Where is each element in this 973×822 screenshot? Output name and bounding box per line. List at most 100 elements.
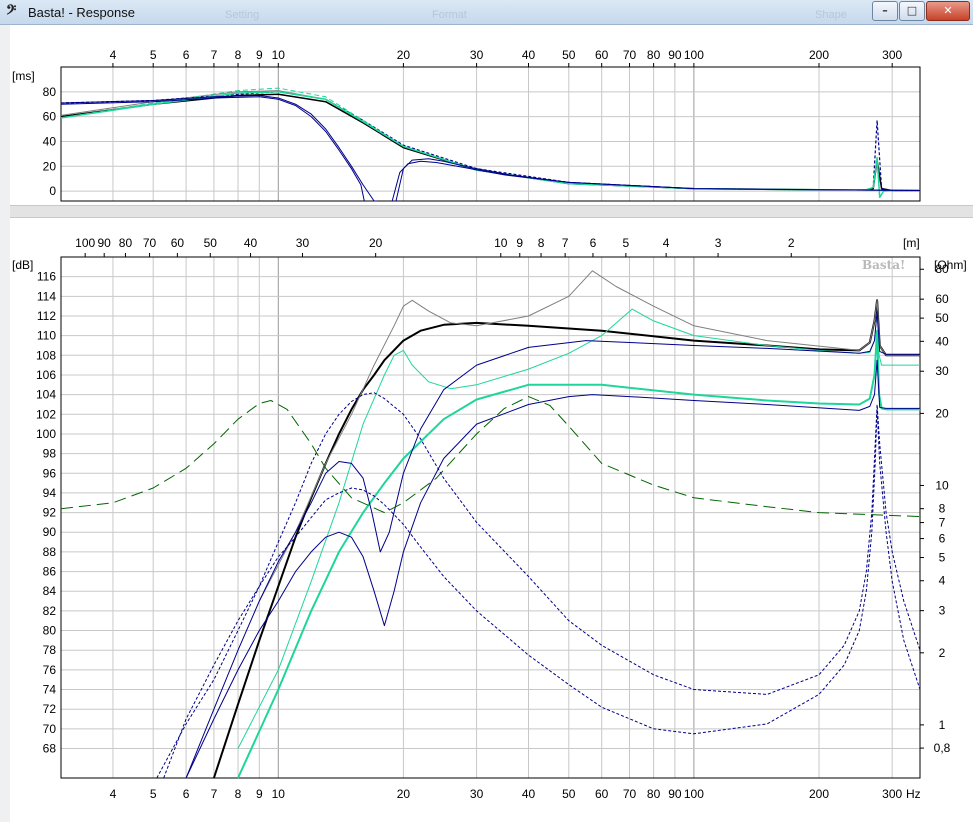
series-line-7: [163, 408, 921, 779]
maximize-button[interactable]: □: [899, 1, 925, 21]
impedance-tick-label: 5: [939, 551, 946, 565]
distance-tick-label: 80: [119, 236, 133, 250]
x-tick-label: 300: [882, 787, 902, 801]
distance-tick-label: 4: [663, 236, 670, 250]
y-tick-label: 96: [43, 466, 57, 480]
group-delay-plot-frame: [60, 66, 921, 202]
x-tick-label: 4: [110, 787, 117, 801]
distance-tick-label: 9: [516, 236, 523, 250]
series-line-5: [60, 87, 921, 191]
y-tick-label: 0: [49, 184, 56, 198]
x-tick-label: 200: [809, 787, 829, 801]
x-tick-label: 80: [647, 787, 661, 801]
y-tick-label: 114: [37, 289, 56, 303]
distance-tick-label: 6: [590, 236, 597, 250]
y-tick-label: 98: [43, 447, 57, 461]
x-tick-label: 8: [235, 48, 242, 62]
x-tick-label: 90: [668, 48, 682, 62]
series-line-6: [60, 95, 378, 202]
close-icon: ✕: [943, 4, 953, 17]
impedance-tick-label: 6: [939, 532, 946, 546]
y-tick-label: 76: [43, 663, 57, 677]
group-delay-series: [60, 87, 921, 202]
impedance-tick-label: 40: [935, 334, 949, 348]
x-tick-label: 300: [882, 48, 902, 62]
y-tick-label: 72: [43, 702, 57, 716]
series-line-4: [60, 91, 920, 199]
x-tick-label: 8: [235, 787, 242, 801]
background-label-setting: Setting: [225, 9, 260, 21]
impedance-tick-label: 0,8: [934, 741, 951, 755]
distance-tick-label: 40: [244, 236, 258, 250]
distance-tick-label: 10: [494, 236, 508, 250]
y-tick-label: 82: [43, 604, 57, 618]
x-tick-label: 4: [110, 48, 117, 62]
impedance-tick-label: 10: [935, 478, 949, 492]
group-delay-grid: [60, 63, 920, 201]
distance-tick-label: 8: [538, 236, 545, 250]
y-tick-label: 102: [36, 407, 56, 421]
spl-plot-frame: [60, 256, 921, 779]
y-tick-label: 94: [43, 486, 57, 500]
window-title: Basta! - Response: [28, 5, 135, 20]
spl-grid: [60, 257, 920, 778]
y-tick-label: 112: [37, 309, 56, 323]
group-delay-y-label: [ms]: [12, 69, 35, 83]
x-tick-label: 60: [595, 787, 609, 801]
impedance-y-label: [Ohm]: [934, 258, 967, 272]
x-tick-label: 9: [256, 787, 263, 801]
impedance-tick-label: 7: [939, 516, 946, 530]
series-line-8: [156, 392, 921, 779]
y-tick-label: 88: [43, 545, 57, 559]
close-button[interactable]: ✕: [926, 1, 970, 21]
impedance-tick-label: 2: [939, 646, 946, 660]
distance-tick-label: 2: [788, 236, 795, 250]
impedance-tick-label: 4: [939, 574, 946, 588]
x-tick-label: 50: [562, 48, 576, 62]
impedance-tick-label: 8: [939, 502, 946, 516]
y-tick-label: 60: [43, 110, 57, 124]
y-tick-label: 92: [43, 506, 57, 520]
series-line-3: [237, 329, 920, 779]
x-tick-label: 7: [211, 787, 218, 801]
group-delay-labels: 0 20 40 60 80 4 5 6 7 8 9 10 20 30 40 50 60 70 80 90 100 200 3…: [43, 48, 903, 198]
background-label-shape: Shape: [815, 9, 847, 21]
series-line-2: [60, 90, 921, 191]
impedance-tick-label: 20: [935, 406, 949, 420]
y-tick-label: 80: [43, 624, 57, 638]
x-tick-label: 30: [470, 787, 484, 801]
y-tick-label: 90: [43, 525, 57, 539]
series-line-5: [185, 359, 920, 779]
series-line-1: [60, 93, 920, 192]
distance-tick-label: 5: [623, 236, 630, 250]
distance-tick-label: 3: [715, 236, 722, 250]
y-tick-label: 68: [43, 742, 57, 756]
x-tick-label: 20: [397, 48, 411, 62]
basta-watermark: Basta!: [862, 258, 905, 272]
x-tick-label: 5: [150, 787, 157, 801]
y-tick-label: 86: [43, 565, 57, 579]
pane-splitter[interactable]: [10, 205, 973, 218]
x-tick-label: 60: [595, 48, 609, 62]
spl-labels: 6870727476788082848688909294969810010210…: [36, 236, 951, 801]
x-tick-label: 6: [183, 48, 190, 62]
spl-chart: 6870727476788082848688909294969810010210…: [12, 236, 967, 801]
y-tick-label: 20: [43, 159, 57, 173]
distance-tick-label: 30: [296, 236, 310, 250]
title-bar: 𝄢 Basta! - Response Setting Format Shape…: [0, 0, 973, 25]
series-line-2: [258, 270, 920, 602]
impedance-tick-label: 60: [935, 292, 949, 306]
maximize-icon: □: [906, 4, 918, 17]
distance-axis-label: [m]: [903, 236, 920, 250]
impedance-tick-label: 80: [935, 262, 949, 276]
minimize-icon: –: [882, 4, 888, 17]
y-tick-label: 100: [36, 427, 56, 441]
y-tick-label: 70: [43, 722, 57, 736]
minimize-button[interactable]: –: [872, 1, 898, 21]
y-tick-label: 40: [43, 134, 57, 148]
x-tick-label: 70: [623, 48, 637, 62]
impedance-tick-label: 50: [935, 311, 949, 325]
x-tick-label: 100: [684, 787, 704, 801]
distance-tick-label: 90: [98, 236, 112, 250]
